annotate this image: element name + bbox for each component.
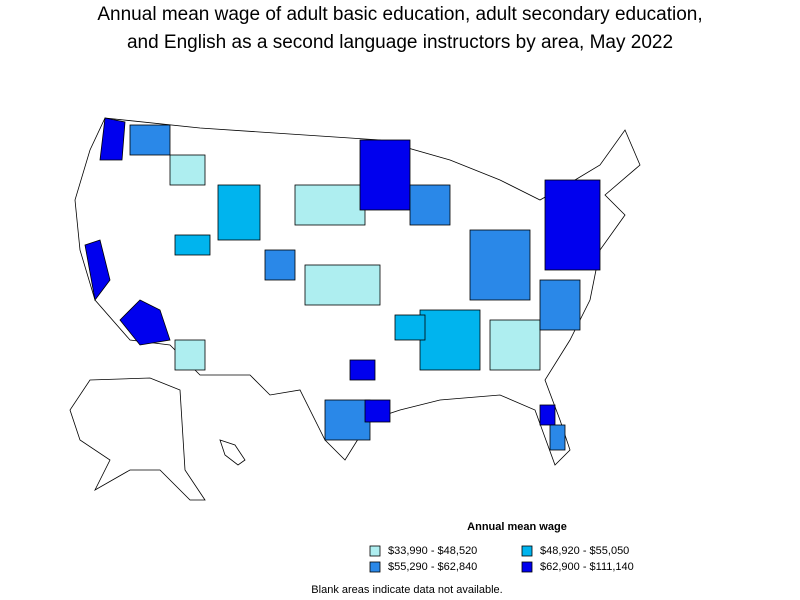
map-region bbox=[359, 139, 411, 211]
map-region bbox=[324, 399, 371, 441]
map-region bbox=[539, 279, 581, 331]
legend-swatch bbox=[369, 561, 381, 573]
map-region bbox=[409, 184, 451, 226]
legend-label: $33,990 - $48,520 bbox=[388, 545, 477, 557]
legend: $33,990 - $48,520 $48,920 - $55,050 $55,29… bbox=[369, 545, 634, 573]
map-region bbox=[99, 117, 126, 161]
title-line: Annual mean wage of adult basic educatio… bbox=[97, 4, 702, 25]
map-region bbox=[119, 299, 171, 346]
map-region bbox=[169, 154, 206, 186]
note: Blank areas indicate data not available. bbox=[311, 584, 502, 596]
map-region bbox=[549, 424, 566, 451]
title-line: and English as a second language instruc… bbox=[127, 32, 673, 53]
alaska bbox=[69, 377, 206, 501]
map-region bbox=[294, 184, 366, 226]
legend-swatch bbox=[369, 545, 381, 557]
map-region bbox=[394, 314, 426, 341]
map-region bbox=[419, 309, 481, 371]
map-region bbox=[469, 229, 531, 301]
map-region bbox=[174, 234, 211, 256]
map-region bbox=[174, 339, 206, 371]
map-region bbox=[364, 399, 391, 423]
legend-label: $62,900 - $111,140 bbox=[540, 561, 634, 573]
map-region bbox=[217, 184, 261, 241]
map-region bbox=[349, 359, 376, 381]
map-region bbox=[544, 179, 601, 271]
map-region bbox=[129, 124, 171, 156]
map-region bbox=[539, 404, 556, 426]
legend-label: $48,920 - $55,050 bbox=[540, 545, 629, 557]
legend-title: Annual mean wage bbox=[467, 521, 567, 533]
legend-label: $55,290 - $62,840 bbox=[388, 561, 477, 573]
map-region bbox=[84, 239, 111, 301]
hawaii bbox=[219, 439, 246, 466]
map-region bbox=[489, 319, 541, 371]
legend-swatch bbox=[521, 561, 533, 573]
legend-swatch bbox=[521, 545, 533, 557]
map-region bbox=[304, 264, 381, 306]
map-region bbox=[264, 249, 296, 281]
map bbox=[69, 117, 641, 501]
